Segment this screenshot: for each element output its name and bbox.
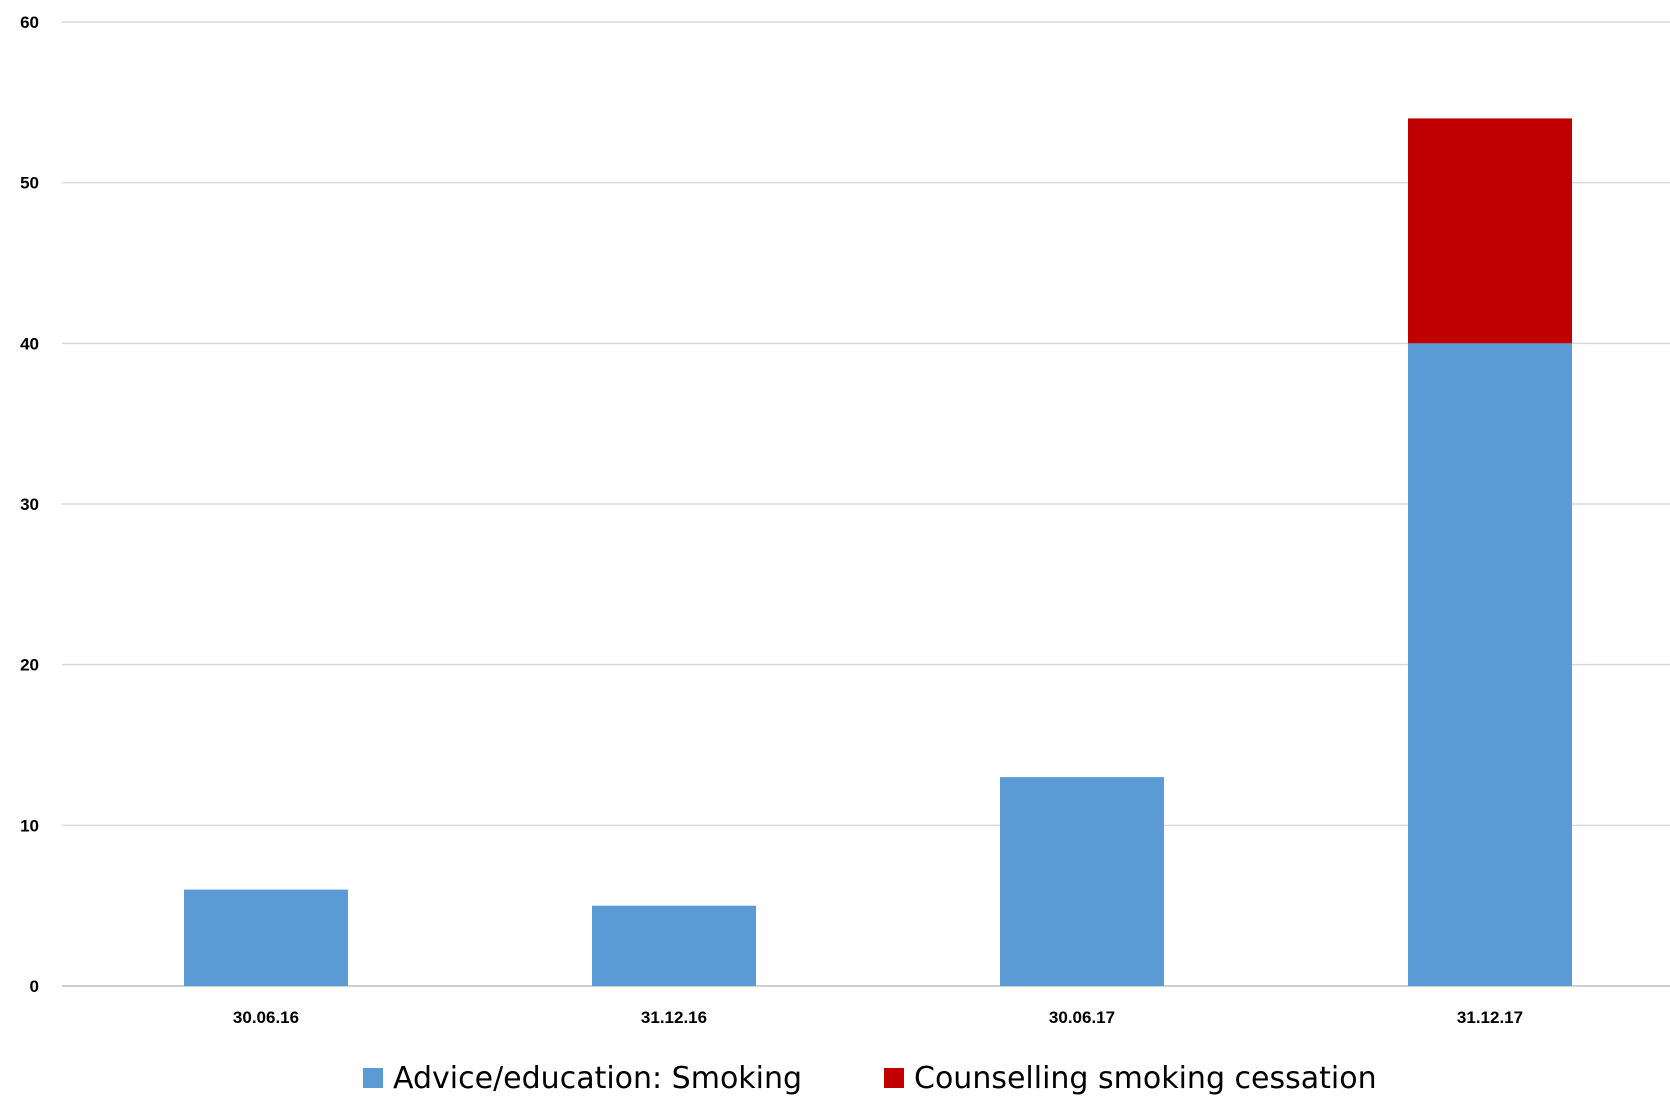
y-tick-label: 20: [20, 656, 39, 675]
legend-label: Counselling smoking cessation: [914, 1061, 1377, 1096]
y-tick-label: 30: [20, 495, 39, 514]
x-tick-label: 30.06.16: [233, 1008, 299, 1027]
gridlines: [62, 21, 1670, 987]
x-axis-ticks: 30.06.16 31.12.16 30.06.17 31.12.17: [233, 1008, 1523, 1027]
y-tick-label: 10: [20, 816, 39, 835]
y-tick-label: 60: [20, 13, 39, 32]
bar-segment-advice: [184, 889, 348, 986]
bar-segment-advice: [1000, 777, 1164, 986]
x-tick-label: 30.06.17: [1049, 1008, 1115, 1027]
x-tick-label: 31.12.16: [641, 1008, 707, 1027]
legend: Advice/education: Smoking Counselling smo…: [363, 1061, 1377, 1096]
bars: [184, 118, 1572, 986]
y-tick-label: 50: [20, 174, 39, 193]
y-tick-label: 0: [30, 977, 39, 996]
bar-segment-advice: [592, 905, 756, 986]
x-tick-label: 31.12.17: [1457, 1008, 1523, 1027]
y-tick-label: 40: [20, 334, 39, 353]
legend-label: Advice/education: Smoking: [393, 1061, 802, 1096]
bar-segment-counselling: [1408, 118, 1572, 344]
bar-segment-advice: [1408, 343, 1572, 986]
legend-swatch: [363, 1068, 383, 1088]
y-axis-ticks: 0 10 20 30 40 50 60: [20, 13, 39, 996]
legend-swatch: [884, 1068, 904, 1088]
